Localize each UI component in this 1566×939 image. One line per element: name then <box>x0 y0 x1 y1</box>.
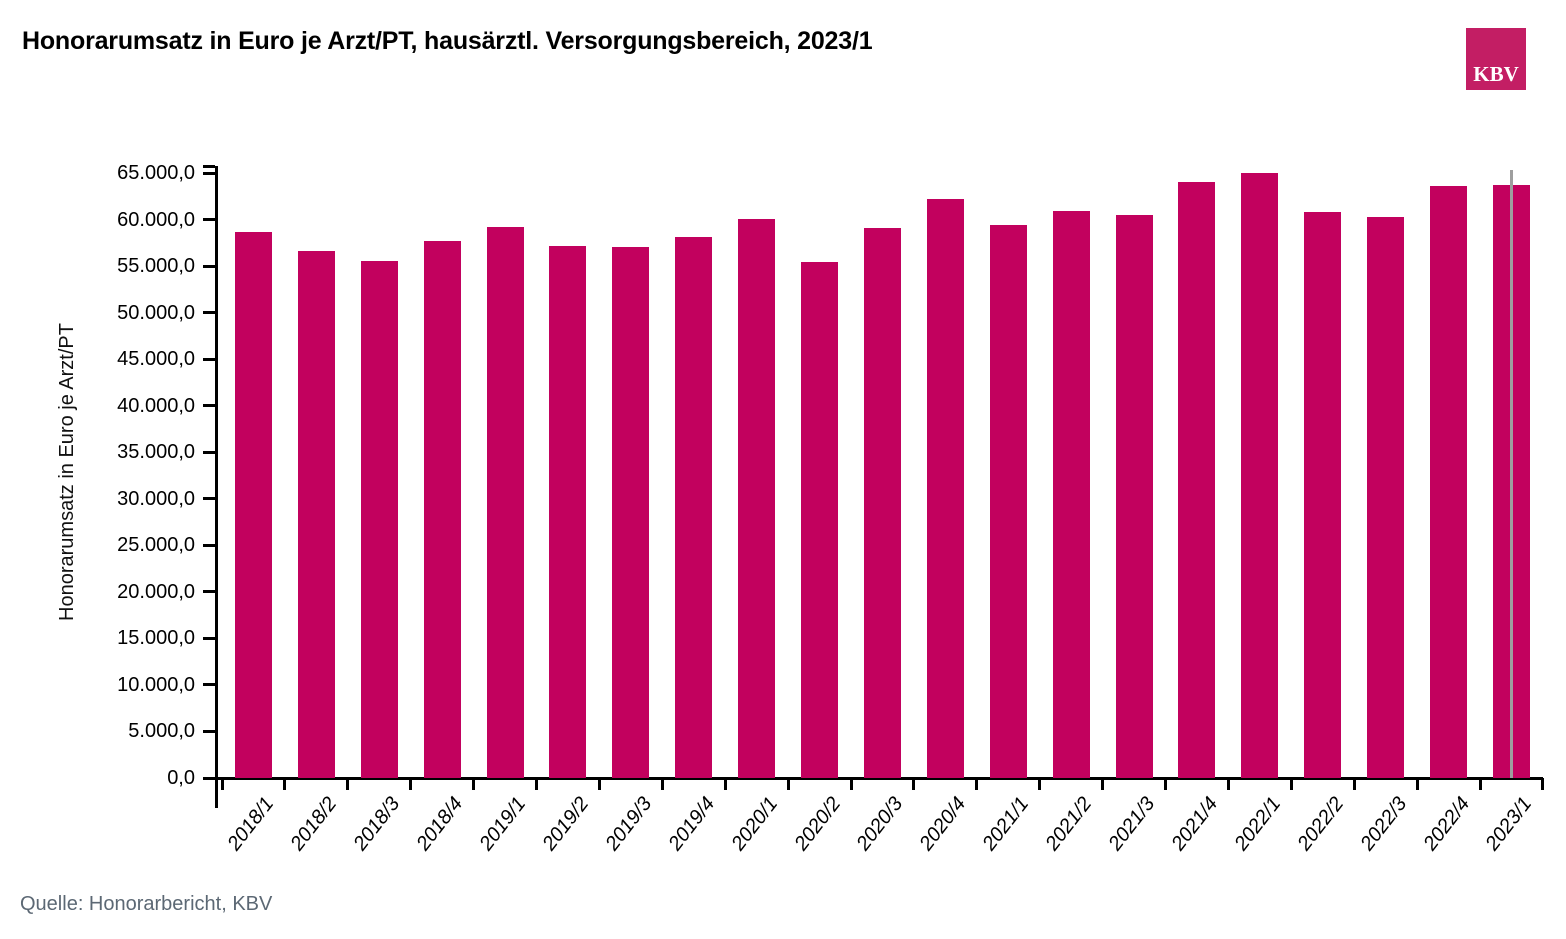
bar-2021-2[interactable] <box>1052 211 1090 778</box>
x-tick <box>1478 778 1482 790</box>
y-tick <box>203 450 215 454</box>
y-tick-label: 20.000,0 <box>117 580 195 603</box>
x-tick <box>1352 778 1356 790</box>
y-tick <box>203 218 215 222</box>
x-tick <box>849 778 853 790</box>
x-tick <box>912 778 916 790</box>
kbv-logo-text: KBV <box>1473 62 1519 86</box>
y-tick <box>203 776 215 780</box>
x-tick <box>1101 778 1105 790</box>
bar-2022-4[interactable] <box>1430 186 1468 778</box>
x-tick <box>723 778 727 790</box>
x-tick <box>1164 778 1167 790</box>
x-tick <box>220 778 224 790</box>
source-note: Quelle: Honorarbericht, KBV <box>20 893 273 915</box>
y-tick <box>203 729 215 733</box>
bar-2020-4[interactable] <box>926 199 964 778</box>
bar-2020-3[interactable] <box>863 227 901 778</box>
y-tick <box>203 543 215 547</box>
bar-2018-3[interactable] <box>360 261 398 778</box>
x-tick <box>409 778 413 790</box>
bar-2019-1[interactable] <box>486 226 524 778</box>
x-tick <box>1541 778 1545 790</box>
x-tick <box>660 778 664 790</box>
bar-2020-2[interactable] <box>801 262 839 778</box>
x-tick <box>975 778 979 790</box>
bar-2019-4[interactable] <box>675 237 713 778</box>
x-tick <box>1038 778 1042 790</box>
x-tick <box>346 778 350 790</box>
y-axis-spine <box>215 166 218 808</box>
x-axis-line <box>215 776 1543 780</box>
bar-2022-1[interactable] <box>1241 173 1279 778</box>
y-tick-label: 15.000,0 <box>117 627 195 650</box>
kbv-logo: KBV <box>1466 28 1526 90</box>
x-tick <box>472 778 476 790</box>
y-tick <box>203 264 215 268</box>
y-tick-label: 5.000,0 <box>128 720 195 743</box>
y-tick <box>203 357 215 361</box>
bar-2018-1[interactable] <box>234 231 272 778</box>
cursor-line <box>1509 170 1513 778</box>
y-tick-label: 25.000,0 <box>117 534 195 557</box>
bar-2019-2[interactable] <box>549 245 587 778</box>
bar-2021-1[interactable] <box>989 225 1027 778</box>
x-tick <box>535 778 538 790</box>
y-tick-label: 40.000,0 <box>117 394 195 417</box>
y-tick-label: 35.000,0 <box>117 441 195 464</box>
x-tick <box>1226 778 1230 790</box>
x-tick <box>597 778 601 790</box>
y-tick-label: 55.000,0 <box>117 255 195 278</box>
x-tick <box>283 778 287 790</box>
chart-title: Honorarumsatz in Euro je Arzt/PT, hausär… <box>22 27 873 55</box>
y-tick <box>203 636 215 640</box>
x-tick <box>1289 778 1293 790</box>
y-tick-label: 10.000,0 <box>117 673 195 696</box>
bar-2021-3[interactable] <box>1115 214 1153 778</box>
y-tick <box>203 590 215 594</box>
bar-2022-2[interactable] <box>1304 212 1342 778</box>
y-tick <box>203 404 215 408</box>
y-tick <box>203 683 215 687</box>
x-tick <box>786 778 790 790</box>
y-tick-label: 65.000,0 <box>117 162 195 184</box>
y-tick-label: 0,0 <box>167 767 195 789</box>
bar-2018-2[interactable] <box>297 251 335 778</box>
y-tick <box>203 311 215 315</box>
x-tick <box>1415 778 1419 790</box>
y-tick-label: 60.000,0 <box>117 208 195 231</box>
y-tick-label: 50.000,0 <box>117 301 195 324</box>
bar-2021-4[interactable] <box>1178 182 1216 778</box>
bar-2019-3[interactable] <box>612 247 650 778</box>
y-axis-endcap <box>203 165 215 168</box>
y-tick-label: 30.000,0 <box>117 487 195 510</box>
bar-2022-3[interactable] <box>1367 216 1405 778</box>
y-tick <box>203 497 215 501</box>
bar-2018-4[interactable] <box>423 240 461 778</box>
bar-2020-1[interactable] <box>738 218 776 778</box>
y-tick <box>203 171 215 175</box>
y-tick-label: 45.000,0 <box>117 348 195 371</box>
